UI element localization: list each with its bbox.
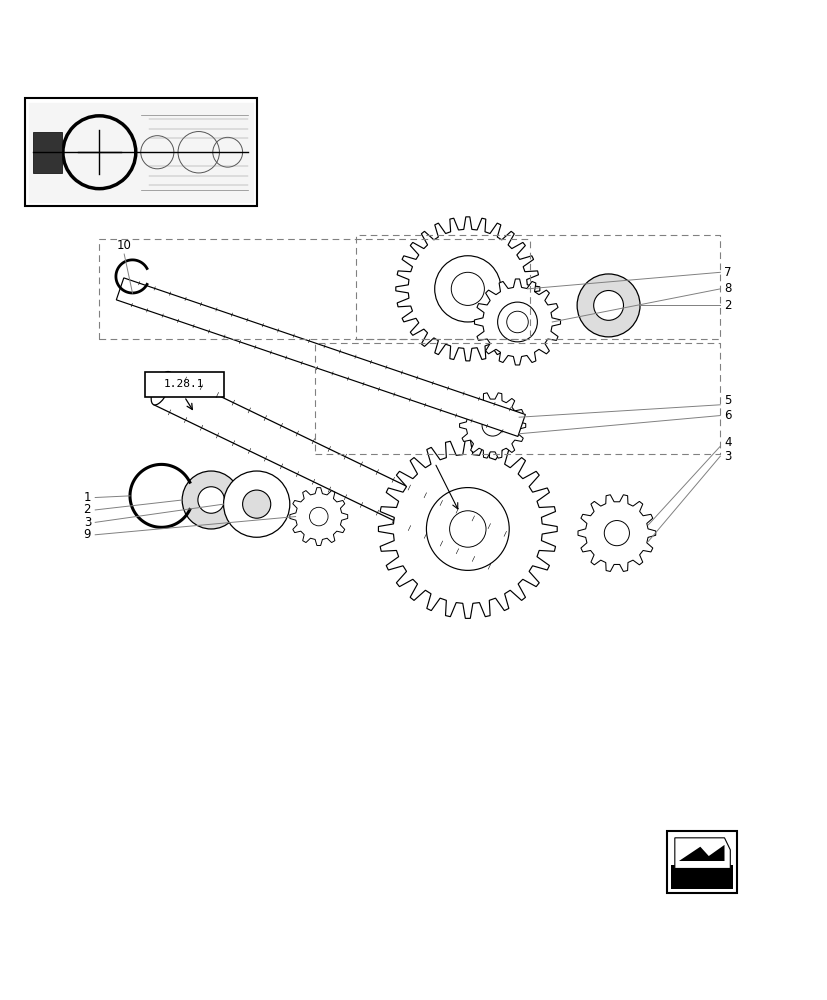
- Text: 5: 5: [724, 394, 731, 407]
- Text: 3: 3: [84, 516, 91, 529]
- Bar: [145, 372, 223, 396]
- Circle shape: [604, 521, 629, 546]
- Text: 3: 3: [724, 450, 731, 463]
- Text: 4: 4: [724, 436, 731, 449]
- Polygon shape: [670, 865, 732, 889]
- Polygon shape: [116, 278, 525, 436]
- Circle shape: [481, 415, 503, 436]
- Circle shape: [242, 490, 270, 518]
- Circle shape: [198, 487, 224, 513]
- Polygon shape: [395, 217, 539, 361]
- Text: 6: 6: [724, 409, 731, 422]
- Text: 1: 1: [84, 491, 91, 504]
- Bar: [25, 98, 256, 206]
- Text: 2: 2: [724, 299, 731, 312]
- Text: 2: 2: [84, 503, 91, 516]
- Circle shape: [182, 471, 240, 529]
- Circle shape: [593, 291, 623, 320]
- Ellipse shape: [151, 372, 171, 405]
- Polygon shape: [459, 393, 525, 458]
- Text: 7: 7: [724, 266, 731, 279]
- Polygon shape: [29, 103, 252, 202]
- Polygon shape: [289, 488, 347, 545]
- Bar: [666, 831, 736, 893]
- Circle shape: [434, 256, 500, 322]
- Circle shape: [426, 488, 509, 570]
- Text: 1.28.1: 1.28.1: [164, 379, 204, 389]
- Circle shape: [223, 471, 289, 537]
- Polygon shape: [378, 440, 557, 618]
- Polygon shape: [33, 132, 62, 173]
- Text: 9: 9: [84, 528, 91, 541]
- Polygon shape: [153, 372, 521, 574]
- Circle shape: [576, 274, 639, 337]
- Circle shape: [497, 302, 537, 342]
- Polygon shape: [678, 845, 724, 861]
- Circle shape: [309, 507, 327, 526]
- Polygon shape: [577, 495, 655, 571]
- Ellipse shape: [157, 382, 165, 395]
- Polygon shape: [674, 838, 729, 868]
- Polygon shape: [474, 279, 560, 365]
- Text: 10: 10: [117, 239, 131, 252]
- Text: 8: 8: [724, 282, 731, 295]
